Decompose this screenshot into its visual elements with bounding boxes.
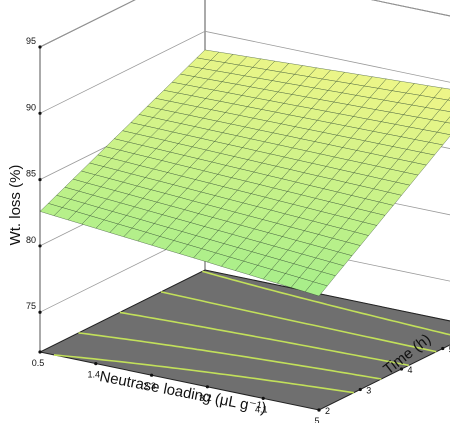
contour-line	[53, 354, 354, 394]
z-tick-label: 85	[26, 169, 36, 179]
top-back-edge	[370, 0, 450, 17]
x-tick-label: 5	[314, 416, 319, 423]
floor-plane	[38, 269, 450, 411]
z-tick-mark	[38, 244, 42, 248]
z-tick-mark	[38, 111, 42, 115]
contour-line	[160, 291, 437, 353]
z-gridline	[39, 30, 450, 114]
z-tick-label: 90	[26, 102, 36, 112]
contour-line	[119, 311, 409, 367]
response-surface	[39, 49, 450, 297]
x-tick-mark	[205, 385, 209, 389]
x-tick-label: 0.5	[32, 358, 45, 368]
y-tick-mark	[358, 387, 362, 392]
y-tick-mark	[441, 346, 445, 351]
z-gridline	[39, 0, 450, 48]
z-tick-label: 95	[26, 36, 36, 46]
x-tick-label: 3.2	[199, 393, 212, 403]
y-tick-mark	[317, 408, 321, 412]
z-tick-label: 80	[26, 235, 36, 245]
contour-line	[202, 270, 450, 336]
x-tick-mark	[94, 362, 98, 366]
top-left-edge	[39, 0, 136, 48]
x-tick-label: 2.3	[143, 381, 156, 391]
x-tick-mark	[38, 350, 42, 354]
y-tick-label: 4	[408, 365, 413, 375]
z-tick-label: 75	[26, 301, 36, 311]
y-tick-label: 3	[366, 386, 371, 396]
contour-line	[78, 332, 382, 380]
surface-cell	[39, 203, 63, 216]
z-axis-label: Wt. loss (%)	[7, 165, 24, 246]
z-tick-mark	[38, 45, 42, 49]
x-tick-mark	[261, 396, 265, 400]
x-tick-label: 1.4	[88, 370, 101, 380]
y-tick-label: 2	[325, 406, 330, 416]
z-tick-mark	[38, 310, 42, 314]
x-tick-mark	[150, 373, 154, 377]
y-tick-label: 5	[449, 345, 450, 355]
z-tick-mark	[38, 178, 42, 182]
floor-contour-plot	[38, 269, 450, 411]
y-tick-mark	[399, 367, 404, 371]
x-tick-label: 4.1	[255, 404, 268, 414]
